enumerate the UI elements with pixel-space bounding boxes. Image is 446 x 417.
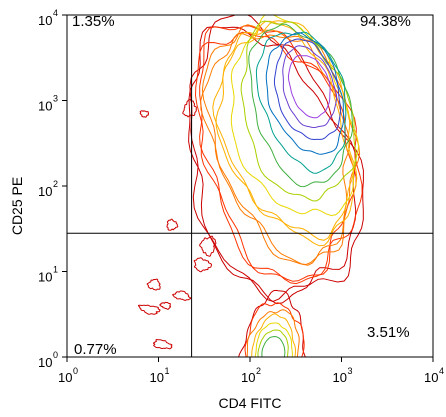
contour-line-main (201, 24, 361, 266)
contour-line-main (273, 38, 342, 141)
y-tick-label: 10 (38, 184, 52, 199)
contour-layer (138, 15, 364, 357)
quadrant-label-upper-right: 94.38% (360, 13, 411, 30)
contour-line-lower (257, 329, 289, 357)
x-tick-exponent: 4 (439, 366, 444, 376)
quadrant-label-upper-left: 1.35% (72, 13, 115, 30)
contour-line-main (248, 23, 354, 188)
contour-line-main (240, 20, 357, 202)
contour-line-main (215, 20, 354, 241)
y-axis-label: CD25 PE (9, 177, 25, 235)
x-axis-ticks: 10 0 10 1 10 2 10 3 10 4 (58, 357, 444, 385)
contour-line-lower (254, 322, 293, 357)
contour-line-main (255, 31, 347, 174)
y-tick-exponent: 0 (53, 350, 58, 360)
y-tick-exponent: 3 (53, 94, 58, 104)
x-tick-exponent: 0 (73, 366, 78, 376)
contour-line-main (287, 55, 331, 119)
x-tick-label: 10 (424, 370, 438, 385)
contour-outlier (146, 278, 161, 291)
contour-outlier (159, 301, 172, 310)
contour-outlier (138, 304, 161, 315)
contour-line-main (282, 45, 338, 129)
y-tick-exponent: 2 (53, 179, 58, 189)
contour-outlier (139, 110, 149, 118)
contour-line-lower (238, 289, 306, 357)
contour-line-lower (246, 309, 300, 357)
quadrant-label-lower-left: 0.77% (74, 341, 117, 358)
y-tick-exponent: 1 (53, 265, 58, 275)
contour-line-lower (261, 335, 286, 357)
y-tick-label: 10 (38, 13, 52, 28)
y-tick-label: 10 (38, 99, 52, 114)
x-tick-exponent: 2 (256, 366, 261, 376)
contour-line-main (265, 32, 345, 155)
x-axis-label: CD4 FITC (219, 395, 282, 411)
quadrant-label-lower-right: 3.51% (367, 324, 410, 341)
contour-outlier (172, 290, 192, 301)
contour-line-main (212, 20, 358, 247)
contour-line-main (188, 26, 357, 305)
x-tick-label: 10 (150, 370, 164, 385)
y-tick-label: 10 (38, 270, 52, 285)
contour-line-main (199, 25, 363, 285)
contour-line-main (194, 31, 357, 282)
x-tick-label: 10 (333, 370, 347, 385)
contour-line-main (189, 15, 364, 303)
contour-line-lower (244, 302, 305, 357)
contour-outlier (199, 235, 217, 257)
x-tick-exponent: 1 (165, 366, 170, 376)
x-tick-exponent: 3 (348, 366, 353, 376)
x-tick-label: 10 (241, 370, 255, 385)
y-tick-label: 10 (38, 355, 52, 370)
contour-outlier (166, 218, 179, 231)
contour-outlier (153, 338, 173, 350)
contour-line-lower (251, 313, 297, 357)
x-tick-label: 10 (58, 370, 72, 385)
contour-outlier (193, 257, 213, 273)
y-tick-exponent: 4 (53, 8, 58, 18)
